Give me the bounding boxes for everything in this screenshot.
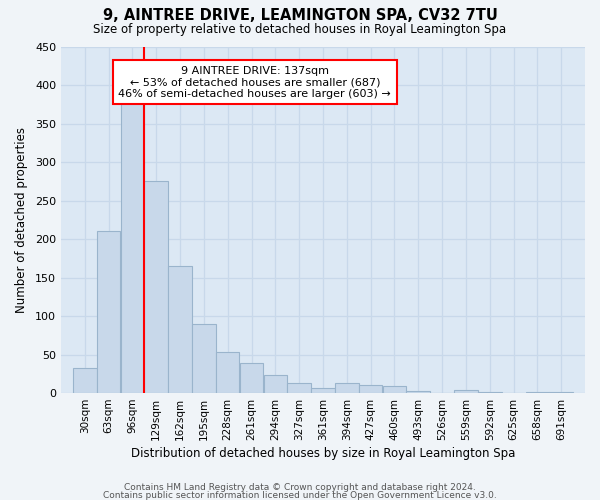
Bar bbox=[192, 324, 215, 393]
Bar bbox=[454, 390, 478, 393]
Text: 9, AINTREE DRIVE, LEAMINGTON SPA, CV32 7TU: 9, AINTREE DRIVE, LEAMINGTON SPA, CV32 7… bbox=[103, 8, 497, 22]
Text: Contains public sector information licensed under the Open Government Licence v3: Contains public sector information licen… bbox=[103, 492, 497, 500]
Bar bbox=[145, 182, 168, 393]
Bar bbox=[406, 391, 430, 393]
Bar bbox=[311, 388, 335, 393]
Bar bbox=[478, 392, 502, 393]
Bar bbox=[383, 386, 406, 393]
Bar bbox=[287, 383, 311, 393]
Bar bbox=[73, 368, 97, 393]
Bar bbox=[216, 352, 239, 393]
Bar bbox=[168, 266, 192, 393]
Bar bbox=[239, 363, 263, 393]
Bar bbox=[263, 376, 287, 393]
Text: Size of property relative to detached houses in Royal Leamington Spa: Size of property relative to detached ho… bbox=[94, 22, 506, 36]
Bar bbox=[359, 384, 382, 393]
Bar bbox=[526, 392, 549, 393]
Y-axis label: Number of detached properties: Number of detached properties bbox=[15, 127, 28, 313]
Bar bbox=[121, 102, 144, 393]
Text: 9 AINTREE DRIVE: 137sqm
← 53% of detached houses are smaller (687)
46% of semi-d: 9 AINTREE DRIVE: 137sqm ← 53% of detache… bbox=[118, 66, 391, 99]
Text: Contains HM Land Registry data © Crown copyright and database right 2024.: Contains HM Land Registry data © Crown c… bbox=[124, 483, 476, 492]
X-axis label: Distribution of detached houses by size in Royal Leamington Spa: Distribution of detached houses by size … bbox=[131, 447, 515, 460]
Bar bbox=[97, 232, 121, 393]
Bar bbox=[550, 392, 573, 393]
Bar bbox=[335, 383, 359, 393]
